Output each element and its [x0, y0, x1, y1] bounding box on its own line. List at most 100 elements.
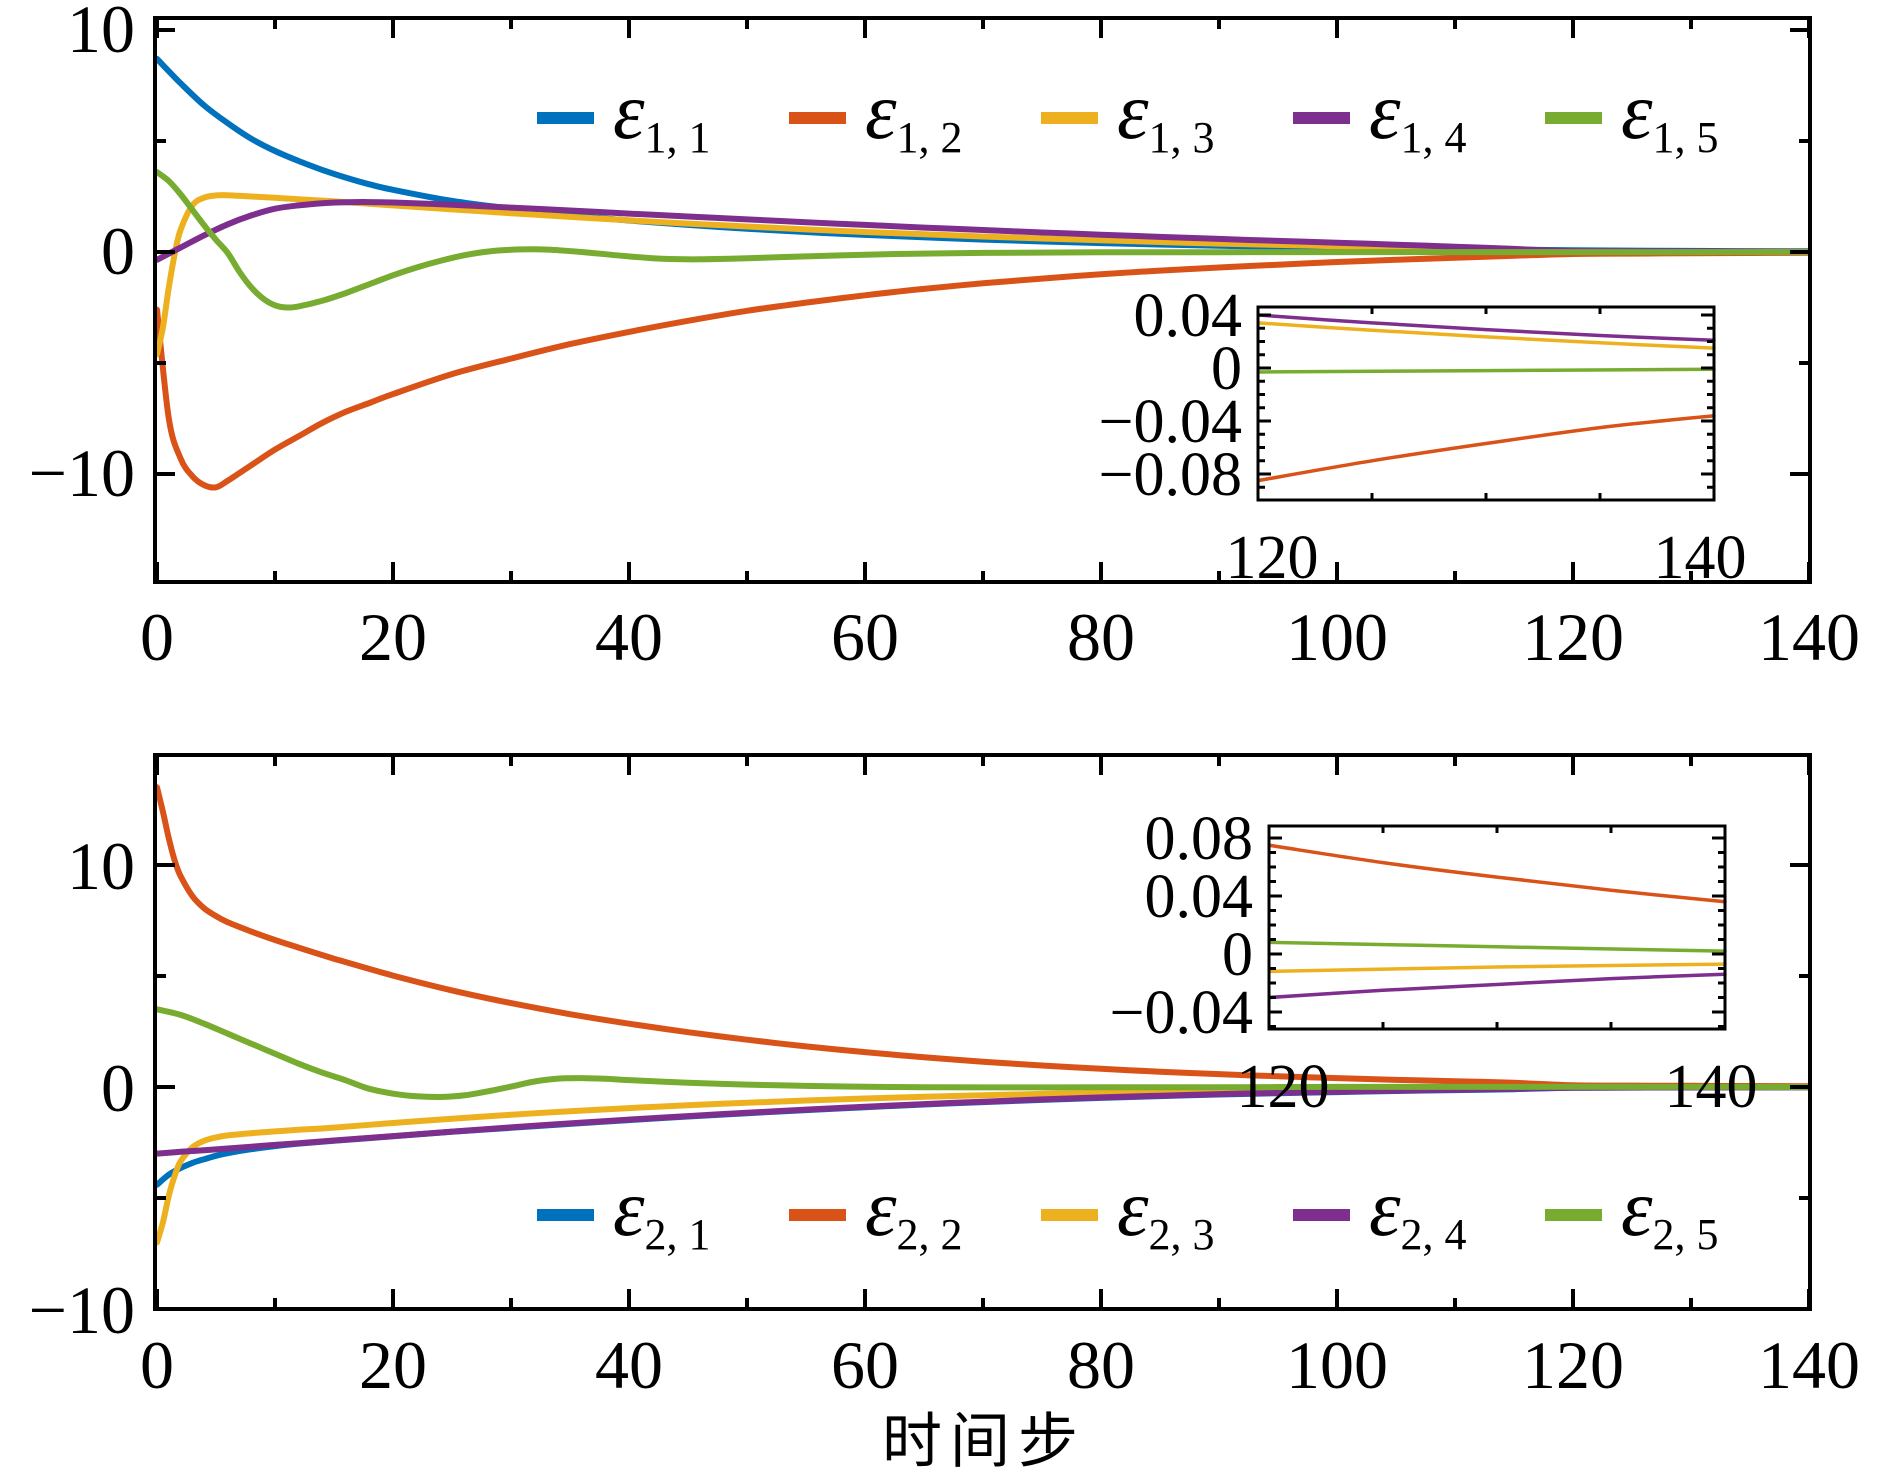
top-inset-ytick-neg008: −0.08: [1099, 441, 1242, 509]
legend-label-eps-2-5: ε2, 5: [1621, 1165, 1719, 1259]
epsilon-subscript: 2, 1: [645, 1210, 711, 1259]
inset-series-eps-1-4: [1258, 313, 1716, 342]
bottom-subplot-curves: [155, 784, 1812, 1246]
top-xtick-120: 120: [1522, 599, 1624, 675]
epsilon-symbol: ε: [613, 1165, 645, 1253]
series-eps-1-3: [155, 192, 1812, 358]
bottom-xtick-60: 60: [831, 1327, 899, 1403]
bottom-ytick-neg10: −10: [29, 1272, 135, 1348]
epsilon-symbol: ε: [865, 1165, 897, 1253]
top-subplot-ticks: [155, 18, 1811, 582]
inset-series-eps-2-4: [1269, 972, 1727, 1000]
bottom-xtick-120: 120: [1522, 1327, 1624, 1403]
top-subplot: 10 0 −10 0 20 40 60 80 100 120 140 ε1, 1…: [29, 0, 1860, 675]
bottom-subplot-frame: [153, 753, 1812, 1311]
epsilon-subscript: 1, 4: [1401, 113, 1467, 162]
top-xtick-60: 60: [831, 599, 899, 675]
top-legend: ε1, 1 ε1, 2 ε1, 3 ε1, 4 ε1, 5: [537, 68, 1719, 162]
bottom-inset-ytick-004: 0.04: [1145, 863, 1254, 931]
legend-swatch-eps-2-2: [789, 1209, 846, 1221]
bottom-ytick-10: 10: [67, 828, 135, 904]
series-eps-2-5: [155, 1006, 1812, 1101]
top-xtick-0: 0: [140, 599, 174, 675]
bottom-subplot: 10 0 −10 0 20 40 60 80 100 120 140 时间步 ε…: [29, 753, 1860, 1475]
legend-label-eps-1-5: ε1, 5: [1621, 68, 1719, 162]
top-inset: 0.04 0 −0.04 −0.08 120 140: [1099, 282, 1747, 592]
series-eps-2-2: [155, 784, 1812, 1090]
legend-swatch-eps-1-4: [1293, 112, 1350, 124]
bottom-xtick-20: 20: [359, 1327, 427, 1403]
bottom-xtick-140: 140: [1758, 1327, 1860, 1403]
top-inset-curves: [1258, 313, 1716, 483]
inset-series-eps-1-5: [1258, 367, 1716, 374]
bottom-inset-ytick-neg004: −0.04: [1110, 979, 1253, 1047]
epsilon-subscript: 2, 2: [897, 1210, 963, 1259]
legend-label-eps-1-1: ε1, 1: [613, 68, 711, 162]
bottom-inset-ytick-008: 0.08: [1145, 805, 1254, 873]
epsilon-subscript: 1, 5: [1653, 113, 1719, 162]
top-ytick-neg10: −10: [29, 435, 135, 511]
legend-label-eps-1-3: ε1, 3: [1117, 68, 1215, 162]
inset-series-eps-2-2: [1269, 843, 1727, 904]
epsilon-symbol: ε: [865, 68, 897, 156]
bottom-subplot-ticks: [155, 755, 1811, 1311]
epsilon-subscript: 1, 3: [1149, 113, 1215, 162]
legend-label-eps-1-2: ε1, 2: [865, 68, 963, 162]
top-xtick-40: 40: [595, 599, 663, 675]
legend-swatch-eps-1-5: [1545, 112, 1602, 124]
epsilon-subscript: 1, 2: [897, 113, 963, 162]
epsilon-symbol: ε: [1369, 1165, 1401, 1253]
epsilon-symbol: ε: [1621, 68, 1653, 156]
top-inset-xtick-140: 140: [1654, 524, 1747, 592]
bottom-inset-ytick-0: 0: [1222, 921, 1253, 989]
inset-series-eps-2-5: [1269, 940, 1727, 953]
top-xtick-140: 140: [1758, 599, 1860, 675]
legend-label-eps-2-4: ε2, 4: [1369, 1165, 1467, 1259]
top-inset-xtick-120: 120: [1226, 524, 1319, 592]
epsilon-symbol: ε: [1117, 68, 1149, 156]
legend-swatch-eps-1-3: [1041, 112, 1098, 124]
top-ytick-10: 10: [67, 0, 135, 67]
bottom-xtick-40: 40: [595, 1327, 663, 1403]
top-ytick-0: 0: [101, 213, 135, 289]
legend-swatch-eps-2-4: [1293, 1209, 1350, 1221]
series-eps-1-5: [155, 169, 1812, 311]
series-eps-2-4: [155, 1084, 1812, 1157]
epsilon-symbol: ε: [613, 68, 645, 156]
epsilon-symbol: ε: [1117, 1165, 1149, 1253]
bottom-inset-xtick-120: 120: [1237, 1053, 1330, 1121]
top-xtick-20: 20: [359, 599, 427, 675]
inset-series-eps-1-2: [1258, 413, 1716, 483]
legend-label-eps-2-2: ε2, 2: [865, 1165, 963, 1259]
epsilon-subscript: 2, 3: [1149, 1210, 1215, 1259]
bottom-inset-xtick-140: 140: [1665, 1053, 1758, 1121]
top-subplot-curves: [155, 55, 1812, 491]
epsilon-subscript: 1, 1: [645, 113, 711, 162]
bottom-legend: ε2, 1 ε2, 2 ε2, 3 ε2, 4 ε2, 5: [537, 1165, 1719, 1259]
x-axis-title: 时间步: [882, 1409, 1086, 1475]
top-inset-frame: [1256, 305, 1716, 502]
legend-swatch-eps-1-2: [789, 112, 846, 124]
series-eps-1-2: [155, 249, 1812, 491]
legend-label-eps-1-4: ε1, 4: [1369, 68, 1467, 162]
top-xtick-100: 100: [1286, 599, 1388, 675]
bottom-inset-curves: [1269, 843, 1727, 1000]
epsilon-symbol: ε: [1369, 68, 1401, 156]
bottom-inset: 0.08 0.04 0 −0.04 120 140: [1110, 805, 1758, 1121]
inset-series-eps-1-3: [1258, 321, 1716, 350]
legend-label-eps-2-3: ε2, 3: [1117, 1165, 1215, 1259]
bottom-ytick-0: 0: [101, 1050, 135, 1126]
top-inset-ytick-004: 0.04: [1134, 282, 1243, 350]
bottom-inset-frame: [1267, 824, 1727, 1031]
inset-series-eps-2-3: [1269, 962, 1727, 974]
bottom-xtick-100: 100: [1286, 1327, 1388, 1403]
top-inset-ytick-0: 0: [1211, 335, 1242, 403]
epsilon-subscript: 2, 5: [1653, 1210, 1719, 1259]
series-eps-1-4: [155, 199, 1812, 263]
bottom-xtick-0: 0: [140, 1327, 174, 1403]
top-xtick-80: 80: [1067, 599, 1135, 675]
top-inset-ytick-neg004: −0.04: [1099, 388, 1242, 456]
legend-swatch-eps-1-1: [537, 112, 594, 124]
